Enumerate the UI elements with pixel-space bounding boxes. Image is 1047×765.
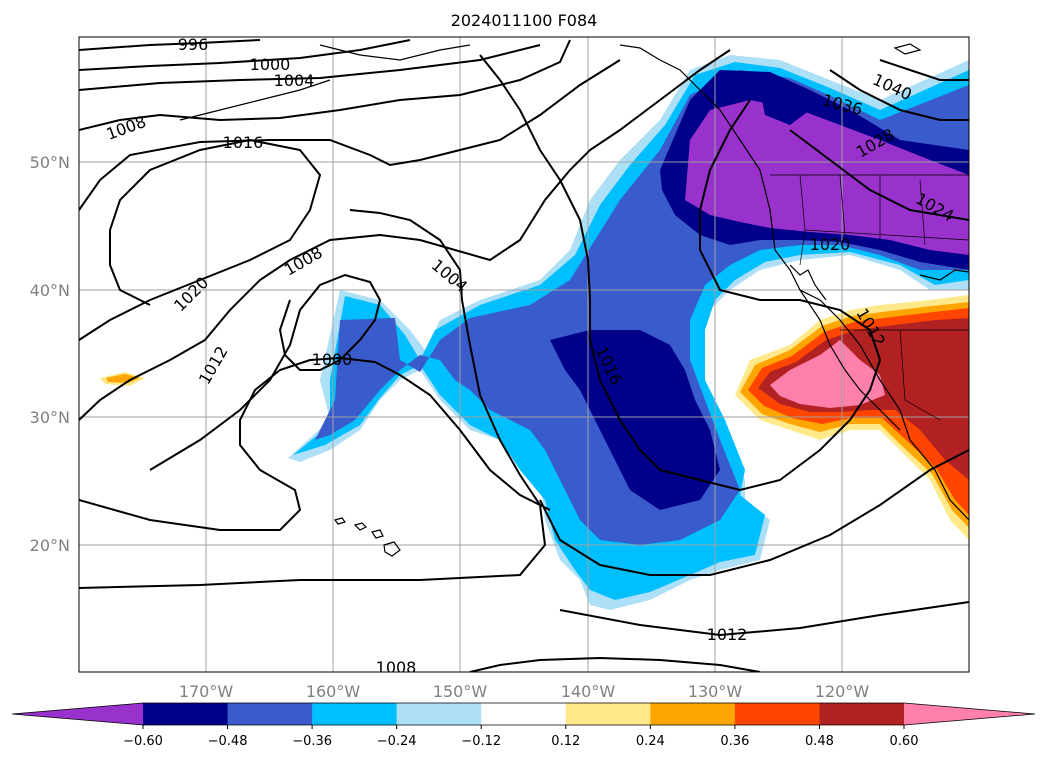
colorbar-segment <box>565 703 651 725</box>
lon-label: 130°W <box>688 682 743 701</box>
colorbar-tick-label: 0.36 <box>720 734 749 749</box>
colorbar-segment <box>396 703 482 725</box>
colorbar-tick-label: −0.60 <box>123 734 163 749</box>
colorbar-segment <box>227 703 313 725</box>
anomaly-navy-pocket <box>760 88 810 125</box>
contour-label: 1020 <box>810 235 851 254</box>
colorbar-segment <box>143 703 229 725</box>
colorbar: −0.60 −0.48 −0.36 −0.24 −0.12 0.12 0.24 0.36 0.4… <box>11 702 1036 749</box>
lon-label: 150°W <box>433 682 488 701</box>
contour-label: 1004 <box>274 71 315 90</box>
isobars <box>79 39 969 672</box>
contour-label: 996 <box>178 35 209 54</box>
contour-label: 1000 <box>250 55 291 74</box>
map-title: 2024011100 F084 <box>451 11 598 30</box>
map-panel: 996 1000 1004 1008 1016 1020 1012 1008 1… <box>79 35 969 677</box>
lon-label: 160°W <box>306 682 361 701</box>
anomaly-navy <box>550 330 720 510</box>
colorbar-segment <box>650 703 736 725</box>
colorbar-tick-label: −0.12 <box>461 734 501 749</box>
lon-label: 140°W <box>561 682 616 701</box>
lon-label: 170°W <box>179 682 234 701</box>
colorbar-tick-label: 0.24 <box>636 734 665 749</box>
latitude-labels: 50°N 40°N 30°N 20°N <box>30 153 70 555</box>
longitude-labels: 170°W 160°W 150°W 140°W 130°W 120°W <box>179 682 870 701</box>
colorbar-tick-label: 0.12 <box>551 734 580 749</box>
contour-label: 1016 <box>223 133 264 152</box>
lat-label: 30°N <box>30 408 70 427</box>
contour-label: 1012 <box>707 625 748 644</box>
colorbar-extend-max <box>904 703 1035 725</box>
anomaly-purple <box>685 100 969 255</box>
colorbar-tick-label: −0.48 <box>208 734 248 749</box>
gridlines <box>79 37 969 672</box>
contour-label: 1000 <box>312 350 353 369</box>
anomaly-orange-west <box>106 374 140 383</box>
lon-label: 120°W <box>815 682 870 701</box>
colorbar-segment <box>734 703 820 725</box>
lat-label: 20°N <box>30 536 70 555</box>
anomaly-pink <box>770 340 885 408</box>
colorbar-tick-label: −0.36 <box>292 734 332 749</box>
colorbar-segment <box>312 703 398 725</box>
colorbar-tick-label: −0.24 <box>377 734 417 749</box>
colorbar-tick-label: 0.60 <box>890 734 919 749</box>
lat-label: 40°N <box>30 281 70 300</box>
map-frame <box>78 36 970 673</box>
colorbar-tick-label: 0.48 <box>805 734 834 749</box>
colorbar-extend-min <box>12 703 143 725</box>
lat-label: 50°N <box>30 153 70 172</box>
colorbar-segment <box>481 703 567 725</box>
colorbar-segment <box>819 703 905 725</box>
contour-label: 1008 <box>376 658 417 677</box>
